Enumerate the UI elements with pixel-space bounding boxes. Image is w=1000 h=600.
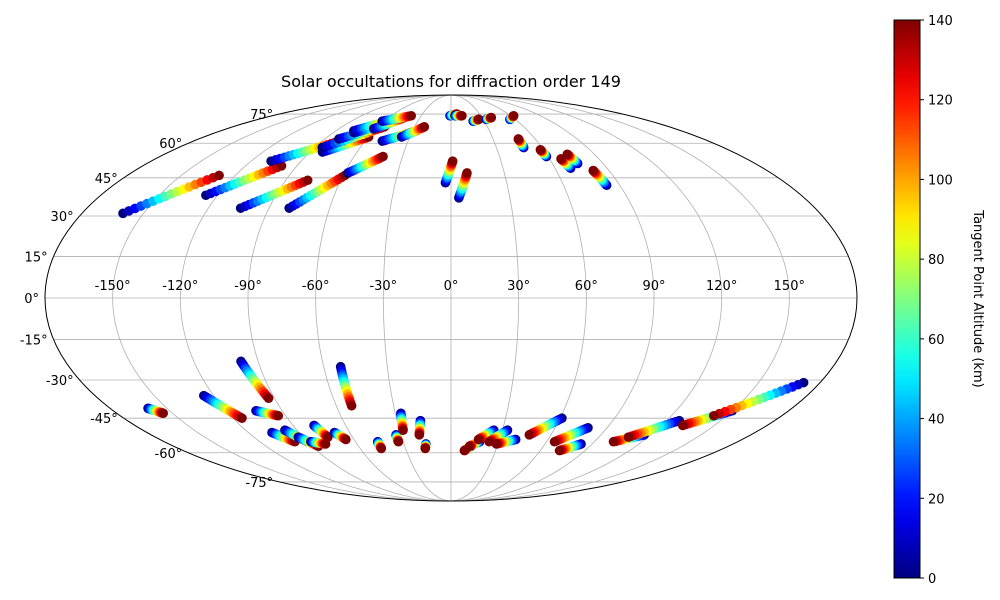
colorbar-tick-label: 40 [928, 413, 945, 428]
data-point [276, 161, 287, 171]
data-point [474, 114, 484, 125]
longitude-gridline [112, 94, 452, 502]
data-point [549, 436, 560, 447]
data-point [484, 436, 495, 447]
data-point [464, 441, 475, 452]
longitude-gridline [450, 94, 723, 502]
data-point [378, 151, 388, 162]
colorbar-gradient [893, 19, 921, 579]
x-tick-label: -150° [95, 279, 131, 294]
data-point [406, 110, 417, 121]
colorbar-tick-label: 140 [928, 14, 953, 29]
colorbar: 0 20 40 60 80 100 120 140 Tangent Point Altitude… [893, 14, 985, 587]
data-point [491, 439, 502, 449]
data-point [524, 430, 535, 440]
x-tick-label: -90° [234, 279, 262, 294]
x-tick-label: -120° [162, 279, 198, 294]
data-point [376, 443, 387, 454]
x-tick-label: 60° [575, 279, 598, 294]
colorbar-tick-label: 0 [928, 572, 936, 587]
y-tick-label: 30° [51, 210, 74, 225]
colorbar-tick-label: 60 [928, 333, 945, 348]
colorbar-label: Tangent Point Altitude (km) [970, 209, 985, 387]
map-outline [44, 94, 858, 502]
longitude-gridline [179, 94, 452, 502]
longitude-gridline [450, 94, 790, 502]
y-tick-label: -60° [155, 447, 183, 462]
data-point [457, 110, 467, 121]
longitude-gridline [450, 94, 655, 502]
data-point [554, 445, 565, 456]
data-point [473, 434, 484, 445]
x-tick-label: 90° [642, 279, 665, 294]
data-point [414, 430, 425, 440]
y-tick-label: -45° [90, 412, 118, 427]
data-point [341, 434, 351, 445]
colorbar-tick-label: 20 [928, 492, 945, 507]
x-tick-label: 30° [507, 279, 530, 294]
chart-title: Solar occultations for diffraction order… [281, 72, 621, 91]
colorbar-tick-label: 100 [928, 173, 953, 188]
longitude-gridline [450, 94, 587, 502]
colorbar-tick-label: 120 [928, 94, 953, 109]
data-point [237, 413, 247, 423]
data-point [462, 168, 472, 178]
data-point [447, 156, 458, 166]
longitude-gridline [382, 94, 452, 502]
data-point [508, 110, 519, 121]
y-tick-label: -30° [46, 374, 74, 389]
x-tick-label: 120° [706, 279, 737, 294]
map-boundary [44, 94, 858, 502]
data-point [708, 410, 719, 421]
x-tick-label: 0° [444, 279, 459, 294]
x-tick-label: -30° [369, 279, 397, 294]
data-point [513, 134, 524, 144]
x-tick-label: 150° [774, 279, 805, 294]
colorbar-tick-label: 80 [928, 253, 945, 268]
data-point [346, 400, 357, 411]
y-tick-label: 60° [159, 137, 182, 152]
y-tick-label: 75° [250, 108, 273, 123]
data-point [677, 420, 688, 431]
data-point [419, 122, 430, 132]
y-tick-label: 15° [25, 250, 48, 265]
graticule [45, 94, 857, 502]
occultation-points [118, 109, 809, 456]
data-point [608, 436, 619, 447]
data-point [420, 443, 431, 454]
data-point [562, 149, 573, 160]
data-point [588, 165, 599, 176]
data-point [398, 425, 408, 435]
y-tick-label: 45° [95, 172, 118, 187]
data-point [535, 144, 546, 155]
y-tick-label: 0° [24, 292, 39, 307]
longitude-tick-labels: -150° -120° -90° -60° -30° 0° 30° 60° 90° 120° 150… [95, 279, 805, 294]
latitude-tick-labels: 75° 60° 45° 30° 15° 0° -15° -30° -45° -60° -75° [20, 108, 273, 491]
data-point [623, 432, 634, 442]
data-point [214, 170, 224, 181]
data-point [302, 175, 313, 186]
data-point [486, 112, 497, 123]
x-tick-label: -60° [302, 279, 330, 294]
data-point [393, 436, 404, 447]
y-tick-label: -15° [20, 334, 48, 349]
longitude-gridline [450, 94, 520, 502]
data-point [263, 393, 274, 403]
y-tick-label: -75° [245, 476, 273, 491]
data-point [158, 408, 169, 419]
data-point [273, 410, 284, 421]
